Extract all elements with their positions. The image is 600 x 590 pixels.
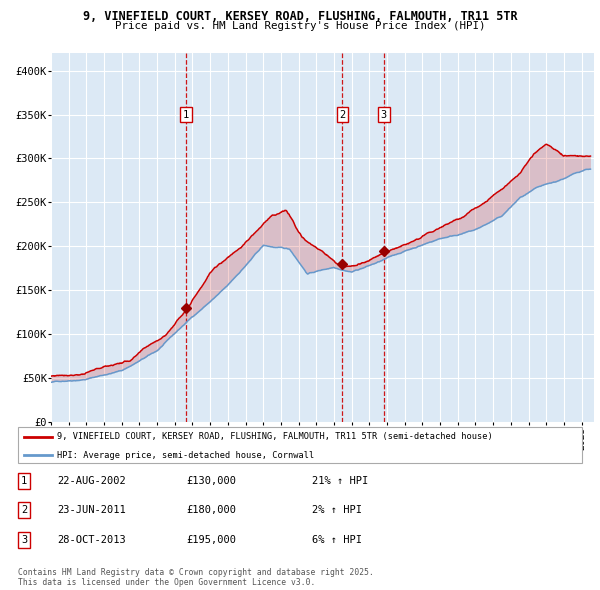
Text: 2: 2 (339, 110, 346, 120)
Text: 2% ↑ HPI: 2% ↑ HPI (312, 506, 362, 515)
Text: 1: 1 (21, 476, 27, 486)
Text: £180,000: £180,000 (186, 506, 236, 515)
Text: 9, VINEFIELD COURT, KERSEY ROAD, FLUSHING, FALMOUTH, TR11 5TR (semi-detached hou: 9, VINEFIELD COURT, KERSEY ROAD, FLUSHIN… (58, 432, 493, 441)
Text: 22-AUG-2002: 22-AUG-2002 (57, 476, 126, 486)
Text: HPI: Average price, semi-detached house, Cornwall: HPI: Average price, semi-detached house,… (58, 451, 315, 460)
Text: 9, VINEFIELD COURT, KERSEY ROAD, FLUSHING, FALMOUTH, TR11 5TR: 9, VINEFIELD COURT, KERSEY ROAD, FLUSHIN… (83, 10, 517, 23)
Text: 6% ↑ HPI: 6% ↑ HPI (312, 535, 362, 545)
Text: Contains HM Land Registry data © Crown copyright and database right 2025.
This d: Contains HM Land Registry data © Crown c… (18, 568, 374, 587)
Text: 21% ↑ HPI: 21% ↑ HPI (312, 476, 368, 486)
Text: 23-JUN-2011: 23-JUN-2011 (57, 506, 126, 515)
Text: 3: 3 (381, 110, 387, 120)
Text: 1: 1 (183, 110, 189, 120)
Text: £130,000: £130,000 (186, 476, 236, 486)
Text: £195,000: £195,000 (186, 535, 236, 545)
Text: 2: 2 (21, 506, 27, 515)
Text: Price paid vs. HM Land Registry's House Price Index (HPI): Price paid vs. HM Land Registry's House … (115, 21, 485, 31)
Text: 3: 3 (21, 535, 27, 545)
FancyBboxPatch shape (18, 427, 582, 463)
Text: 28-OCT-2013: 28-OCT-2013 (57, 535, 126, 545)
